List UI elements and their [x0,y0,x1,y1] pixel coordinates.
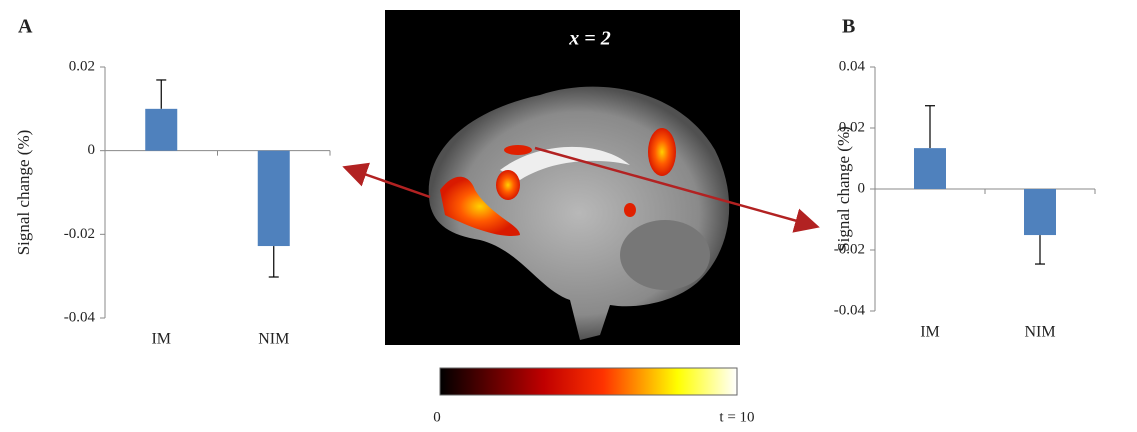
bar [258,151,290,246]
panel-label: A [18,16,33,38]
colorbar [440,368,737,395]
y-tick-label: 0.02 [839,119,865,135]
colorbar-max-label: t = 10 [719,409,754,425]
slice-label: x = 2 [568,28,610,50]
figure: x = 2 0 t = 10 ASignal change (%)0.020-0… [0,0,1137,432]
y-tick-label: 0 [88,142,96,158]
brain-image: x = 2 [385,10,740,345]
y-tick-label: -0.04 [834,302,866,318]
colorbar-min-label: 0 [433,409,441,425]
y-tick-label: -0.02 [64,226,95,242]
x-tick-label: NIM [1024,324,1055,341]
bar [1024,189,1056,235]
y-tick-label: 0 [858,180,866,196]
y-tick-label: -0.02 [834,241,865,257]
y-tick-label: -0.04 [64,309,96,325]
panel-label: B [842,16,855,38]
page: {"chart_data": [ {"type": "bar", "panel"… [0,0,1137,432]
x-tick-label: NIM [258,331,289,348]
y-axis-label: Signal change (%) [834,126,853,252]
bar [145,109,177,151]
x-tick-label: IM [151,331,171,348]
x-tick-label: IM [920,324,940,341]
y-tick-label: 0.04 [839,58,866,74]
bar [914,148,946,189]
y-tick-label: 0.02 [69,58,95,74]
y-axis-label: Signal change (%) [14,130,33,256]
